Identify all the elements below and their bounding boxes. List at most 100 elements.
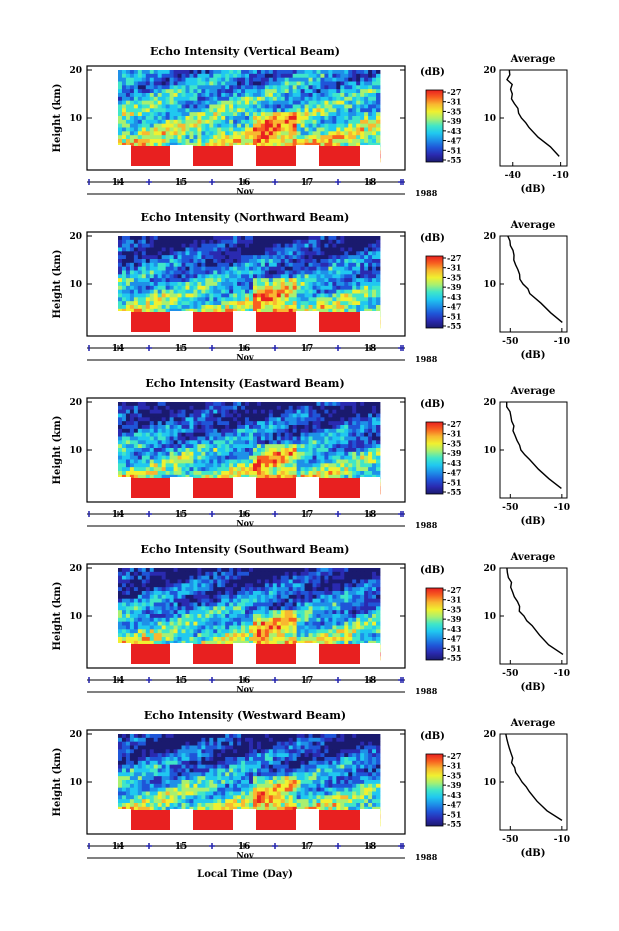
heatmap-cell: [185, 96, 190, 102]
heatmap-cell: [221, 135, 226, 140]
heatmap-cell: [284, 413, 290, 418]
heatmap-cell: [189, 428, 194, 434]
heatmap-cell: [137, 73, 143, 79]
heatmap-cell: [288, 89, 294, 94]
heatmap-cell: [185, 266, 190, 271]
heatmap-cell: [125, 308, 131, 314]
heatmap-cell: [332, 70, 337, 75]
heatmap-cell: [272, 139, 278, 144]
colorbar-unit: (dB): [420, 399, 445, 410]
heatmap-cell: [229, 85, 234, 90]
heatmap-cell: [252, 274, 258, 279]
average-profile-line: [506, 402, 562, 489]
heatmap-cell: [256, 409, 262, 414]
heatmap-cell: [217, 93, 222, 98]
heatmap-cell: [193, 409, 198, 414]
heatmap-cell: [201, 436, 206, 441]
heatmap-cell: [201, 568, 206, 573]
heatmap-cell: [376, 305, 381, 310]
heatmap-cell: [364, 405, 369, 411]
heatmap-cell: [121, 293, 127, 298]
heatmap-cell: [340, 262, 345, 268]
heatmap-cell: [201, 247, 206, 252]
heatmap-cell: [217, 236, 222, 241]
heatmap-cell: [332, 131, 337, 136]
heatmap-cell: [252, 402, 258, 407]
heatmap-cell: [324, 85, 329, 90]
heatmap-cell: [340, 474, 345, 480]
heatmap-cell: [352, 471, 357, 476]
heatmap-cell: [118, 278, 123, 283]
heatmap-cell: [249, 135, 254, 140]
heatmap-cell: [368, 428, 373, 434]
heatmap-cell: [268, 471, 274, 476]
heatmap-cell: [320, 239, 325, 245]
heatmap-cell: [312, 293, 317, 298]
heatmap-cell: [137, 459, 143, 464]
heatmap-cell: [344, 448, 349, 453]
heatmap-cell: [268, 127, 274, 132]
heatmap-cell: [249, 262, 254, 268]
heatmap-cell: [276, 100, 282, 105]
heatmap-cell: [300, 131, 305, 136]
heatmap-cell: [197, 297, 202, 302]
heatmap-cell: [356, 301, 361, 306]
heatmap-cell: [201, 405, 206, 411]
heatmap-cell: [272, 112, 278, 117]
heatmap-cell: [249, 568, 254, 573]
heatmap-cell: [328, 139, 333, 144]
heatmap-cell: [241, 293, 246, 298]
heatmap-cell: [368, 70, 373, 75]
heatmap-cell: [189, 96, 194, 102]
heatmap-cell: [133, 440, 139, 445]
heatmap-cell: [125, 259, 131, 264]
heatmap-cell: [360, 417, 365, 422]
heatmap-cell: [118, 139, 123, 144]
heatmap-cell: [129, 568, 135, 573]
heatmap-cell: [324, 471, 329, 476]
heatmap-cell: [249, 455, 254, 460]
heatmap-cell: [217, 251, 222, 256]
heatmap-cell: [177, 413, 182, 418]
heatmap-cell: [129, 425, 135, 430]
heatmap-cell: [149, 282, 155, 287]
heatmap-cell: [268, 142, 274, 148]
heatmap-cell: [316, 282, 321, 287]
heatmap-cell: [165, 139, 171, 144]
heatmap-cell: [376, 471, 381, 476]
heatmap-cell: [284, 474, 290, 480]
heatmap-cell: [368, 77, 373, 82]
heatmap-cell: [197, 568, 202, 573]
heatmap-cell: [320, 293, 325, 298]
heatmap-cell: [229, 455, 234, 460]
heatmap-cell: [256, 568, 262, 573]
heatmap-cell: [145, 247, 151, 252]
heatmap-cell: [173, 421, 178, 426]
heatmap-cell: [153, 417, 159, 422]
heatmap-cell: [141, 243, 147, 248]
heatmap-cell: [149, 289, 155, 294]
heatmap-cell: [161, 305, 167, 310]
heatmap-cell: [308, 131, 313, 136]
heatmap-cell: [133, 282, 139, 287]
heatmap-cell: [360, 301, 365, 306]
heatmap-cell: [237, 127, 242, 132]
heatmap-cell: [229, 463, 234, 468]
heatmap-cell: [260, 255, 266, 260]
heatmap-cell: [292, 89, 298, 94]
heatmap-cell: [268, 432, 274, 437]
heatmap-cell: [280, 305, 286, 310]
colorbar-tick-label: -39: [447, 448, 462, 458]
heatmap-cell: [272, 236, 278, 241]
heatmap-cell: [185, 413, 190, 418]
heatmap-cell: [209, 104, 214, 109]
heatmap-cell: [217, 266, 222, 271]
heatmap-cell: [312, 259, 317, 264]
heatmap-cell: [252, 112, 258, 117]
heatmap-cell: [125, 255, 131, 260]
heatmap-cell: [149, 448, 155, 453]
heatmap-cell: [145, 108, 151, 113]
heatmap-cell: [201, 239, 206, 245]
heatmap-cell: [256, 282, 262, 287]
heatmap-cell: [316, 459, 321, 464]
